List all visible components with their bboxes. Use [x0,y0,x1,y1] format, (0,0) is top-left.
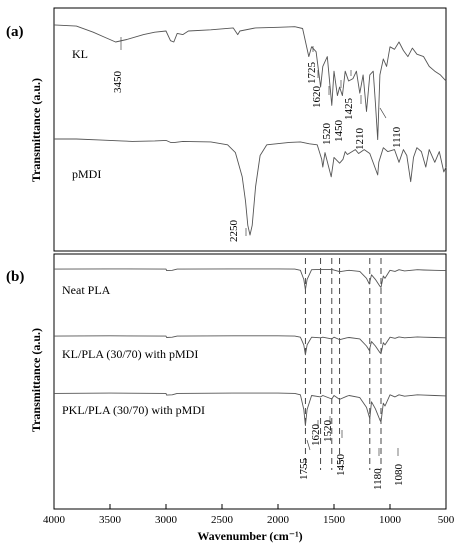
ann-a-1520: 1520 [321,123,333,146]
ann-b-1755: 1755 [298,458,310,481]
spectrum-kl-pla-30-70-with-pmdi [53,335,447,356]
panel-b-frame [53,253,447,510]
series-label-pmdi: pMDI [72,167,101,181]
x-tick-label-2000: 2000 [267,514,290,526]
ann-b-1180: 1180 [372,468,384,490]
series-label-pkl-pla: PKL/PLA (30/70) with pMDI [62,403,205,417]
annotation-leader [379,107,387,119]
panel-a-frame [53,7,447,252]
spectrum-pkl-pla-30-70-with-pmdi [53,392,447,427]
annotation-leader [306,439,311,451]
ann-b-1450: 1450 [335,454,347,477]
ann-b-1520: 1520 [322,420,334,443]
series-label-neat-pla: Neat PLA [62,283,111,297]
x-tick-label-4000: 4000 [43,514,66,526]
ann-a-1110: 1110 [391,126,403,148]
panel-a-ylabel: Transmittance (a.u.) [29,78,43,182]
panel-b-ylabel: Transmittance (a.u.) [29,328,43,432]
spectrum-neat-pla [53,268,447,291]
panel-b-label: (b) [6,269,24,285]
x-tick-label-500: 500 [438,514,455,526]
panel-a-label: (a) [6,24,24,40]
spectrum-kl [53,24,447,141]
ann-a-1210: 1210 [354,128,366,151]
x-tick-label-3000: 3000 [155,514,178,526]
ann-a-1725: 1725 [306,62,318,85]
x-tick-label-1000: 1000 [379,514,402,526]
spectrum-pmdi [54,138,447,236]
series-label-kl: KL [72,47,88,61]
series-label-kl-pla: KL/PLA (30/70) with pMDI [62,347,198,361]
ann-b-1620: 1620 [310,424,322,447]
x-tick-label-2500: 2500 [211,514,234,526]
x-tick-label-3500: 3500 [99,514,122,526]
ann-a-1450: 1450 [333,120,345,143]
ann-b-1080: 1080 [393,464,405,487]
ann-a-2250: 2250 [228,220,240,243]
ann-a-1620: 1620 [311,86,323,109]
ann-a-1425: 1425 [343,98,355,121]
ann-a-3450: 3450 [112,71,124,94]
x-axis-title: Wavenumber (cm⁻¹) [197,529,302,543]
x-tick-label-1500: 1500 [323,514,346,526]
